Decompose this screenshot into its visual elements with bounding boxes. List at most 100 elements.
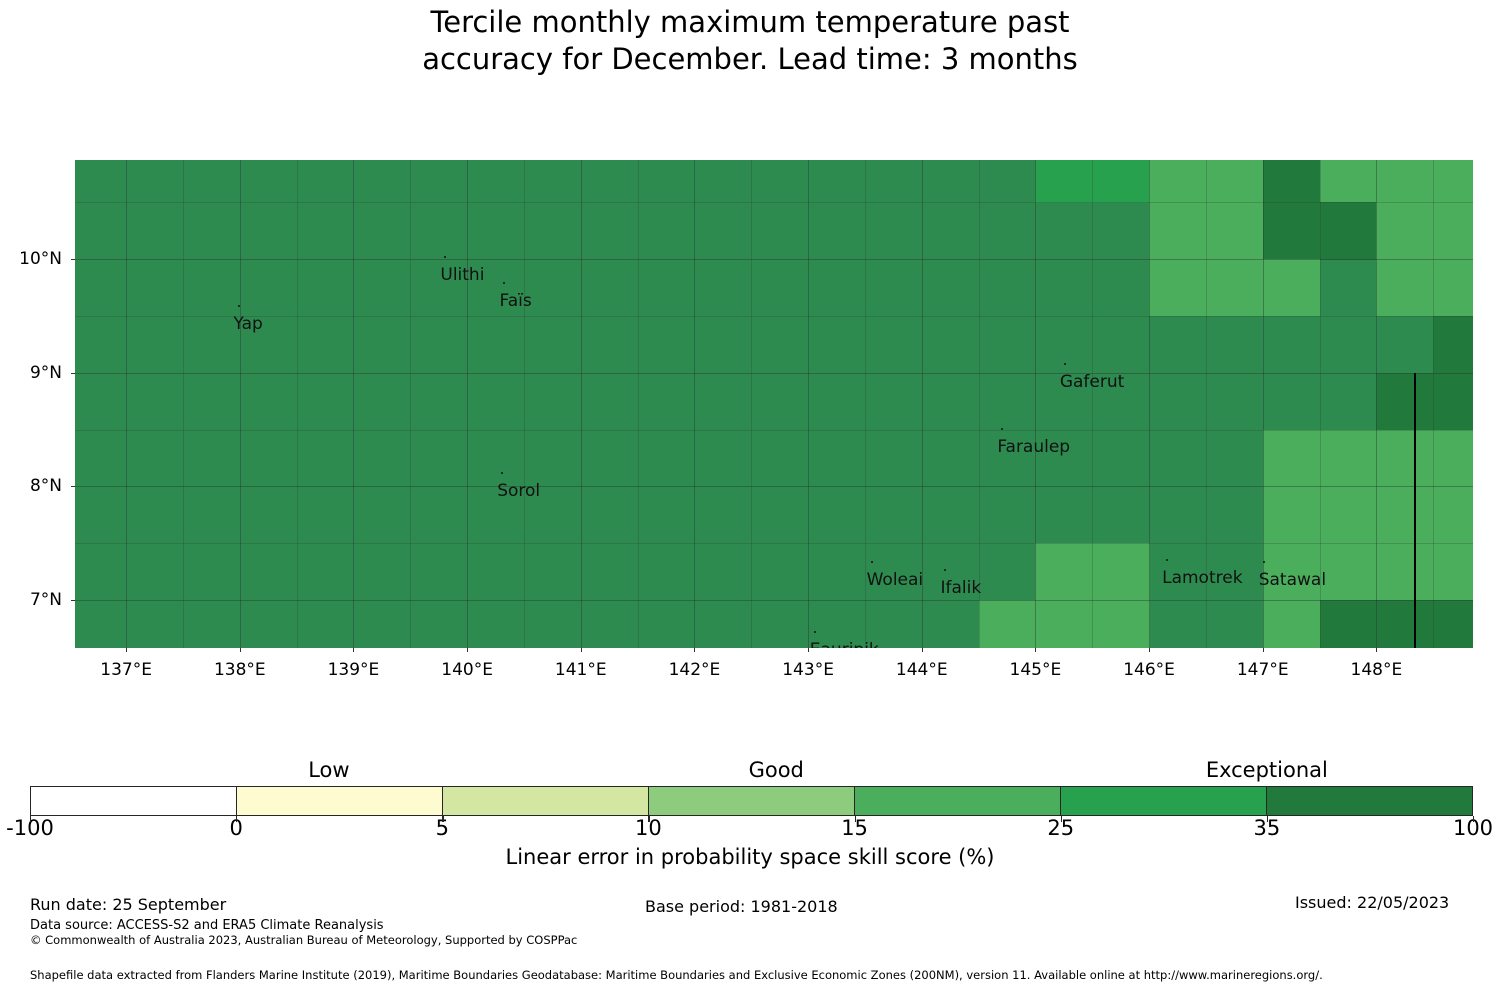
- heatmap-cell: [1092, 543, 1150, 601]
- colorbar[interactable]: [30, 786, 1473, 816]
- base-period-text: Base period: 1981-2018: [645, 897, 838, 916]
- heatmap-cell: [1205, 202, 1264, 260]
- heatmap-cell: [1319, 600, 1377, 648]
- map-gridline-vertical: [1092, 160, 1094, 648]
- heatmap-cell: [1433, 160, 1473, 203]
- island-label-fas: Faïs: [499, 291, 532, 312]
- island-marker-dot: [1063, 362, 1066, 365]
- heatmap-cell: [1433, 486, 1473, 544]
- x-axis-tick-label: 147°E: [1236, 660, 1289, 680]
- heatmap-cell: [1262, 160, 1321, 203]
- island-label-eauripik: Eauripik: [810, 642, 879, 648]
- map-gridline-horizontal: [75, 202, 1473, 204]
- colorbar-tick-mark: [1060, 816, 1062, 822]
- shapefile-credit-text: Shapefile data extracted from Flanders M…: [30, 968, 1323, 982]
- x-axis-tick-label: 137°E: [100, 660, 152, 680]
- map-gridline-vertical: [1205, 160, 1207, 648]
- y-axis-tick-mark: [71, 258, 75, 260]
- map-gridline-vertical: [637, 160, 639, 648]
- colorbar-axis-label: Linear error in probability space skill …: [505, 845, 995, 869]
- heatmap-cell: [1035, 160, 1093, 203]
- island-marker-dot: [1166, 558, 1169, 561]
- heatmap-cell: [1376, 486, 1434, 544]
- colorbar-segment-6[interactable]: [1266, 787, 1472, 815]
- map-gridline-vertical: [467, 160, 469, 648]
- map-gridline-horizontal: [75, 486, 1473, 488]
- island-label-yap: Yap: [233, 313, 263, 334]
- map-gridline-vertical: [1035, 160, 1037, 648]
- map-gridline-vertical: [1149, 160, 1151, 648]
- heatmap-cell: [1433, 315, 1473, 374]
- island-label-woleai: Woleai: [866, 569, 924, 590]
- map-gridline-vertical: [978, 160, 980, 648]
- colorbar-segment-0[interactable]: [31, 787, 236, 815]
- heatmap-cell: [1376, 202, 1434, 260]
- x-axis-tick-label: 140°E: [441, 660, 493, 680]
- x-axis-tick-mark: [694, 648, 696, 652]
- heatmap-cell: [1376, 543, 1434, 601]
- map-gridline-horizontal: [75, 372, 1473, 374]
- issued-text: Issued: 22/05/2023: [1295, 893, 1450, 912]
- x-axis-tick-mark: [126, 648, 128, 652]
- map-gridline-vertical: [694, 160, 696, 648]
- colorbar-tick-mark: [236, 816, 238, 822]
- x-axis-tick-mark: [808, 648, 810, 652]
- map-plot-area[interactable]: Yap Ulithi Faïs Sorol Eauripik Woleai Ifalik Fa…: [75, 160, 1473, 648]
- map-gridline-vertical: [751, 160, 753, 648]
- colorbar-category-low: Low: [308, 758, 350, 782]
- heatmap-cell: [1433, 372, 1473, 431]
- heatmap-cell: [1433, 600, 1473, 648]
- island-marker-dot: [503, 282, 506, 285]
- x-axis-tick-label: 141°E: [554, 660, 607, 680]
- colorbar-tick-mark: [854, 816, 856, 822]
- island-label-faraulep: Faraulep: [997, 436, 1071, 457]
- x-axis-tick-label: 146°E: [1123, 660, 1175, 680]
- x-axis-tick-mark: [1376, 648, 1378, 652]
- heatmap-cell: [1319, 486, 1377, 544]
- colorbar-segment-5[interactable]: [1060, 787, 1266, 815]
- heatmap-cell: [1433, 202, 1473, 260]
- y-axis-tick-label: 7°N: [29, 590, 62, 611]
- heatmap-cell: [1205, 160, 1264, 203]
- heatmap-cell: [1092, 160, 1150, 203]
- heatmap-cell: [1376, 258, 1434, 317]
- heatmap-cell: [1319, 429, 1377, 488]
- map-gridline-vertical: [1376, 160, 1378, 648]
- island-marker-dot: [870, 560, 873, 563]
- colorbar-tick-mark: [442, 816, 444, 822]
- map-gridline-vertical: [580, 160, 582, 648]
- island-label-satawal: Satawal: [1258, 569, 1327, 590]
- x-axis-tick-label: 148°E: [1350, 660, 1403, 680]
- eez-boundary-line: [1413, 372, 1416, 648]
- colorbar-segment-1[interactable]: [236, 787, 442, 815]
- x-axis-tick-label: 139°E: [327, 660, 380, 680]
- map-gridline-vertical: [1319, 160, 1321, 648]
- heatmap-cell: [1319, 202, 1377, 260]
- x-axis-tick-mark: [467, 648, 469, 652]
- colorbar-segment-4[interactable]: [854, 787, 1060, 815]
- colorbar-tick-label: 0: [229, 816, 243, 840]
- x-axis-tick-label: 142°E: [668, 660, 721, 680]
- heatmap-cell: [1376, 160, 1434, 203]
- x-axis-tick-label: 145°E: [1009, 660, 1062, 680]
- data-source-text: Data source: ACCESS-S2 and ERA5 Climate …: [30, 918, 384, 933]
- island-marker-dot: [1262, 560, 1265, 563]
- heatmap-cell: [1433, 258, 1473, 317]
- x-axis-tick-mark: [1035, 648, 1037, 652]
- heatmap-cell: [1149, 258, 1207, 317]
- colorbar-segment-3[interactable]: [648, 787, 854, 815]
- x-axis-tick-mark: [1149, 648, 1151, 652]
- x-axis-tick-label: 138°E: [213, 660, 266, 680]
- colorbar-category-good: Good: [748, 758, 804, 782]
- island-label-sorol: Sorol: [497, 481, 541, 502]
- y-axis-tick-label: 8°N: [29, 476, 62, 497]
- heatmap-cell: [1205, 258, 1264, 317]
- heatmap-cell: [1376, 600, 1434, 648]
- heatmap-cell: [1092, 600, 1150, 648]
- island-marker-dot: [444, 255, 447, 258]
- island-marker-dot: [944, 568, 947, 571]
- island-label-ulithi: Ulithi: [440, 264, 485, 285]
- map-gridline-vertical: [1262, 160, 1264, 648]
- colorbar-segment-2[interactable]: [442, 787, 648, 815]
- heatmap-cell: [1262, 429, 1321, 488]
